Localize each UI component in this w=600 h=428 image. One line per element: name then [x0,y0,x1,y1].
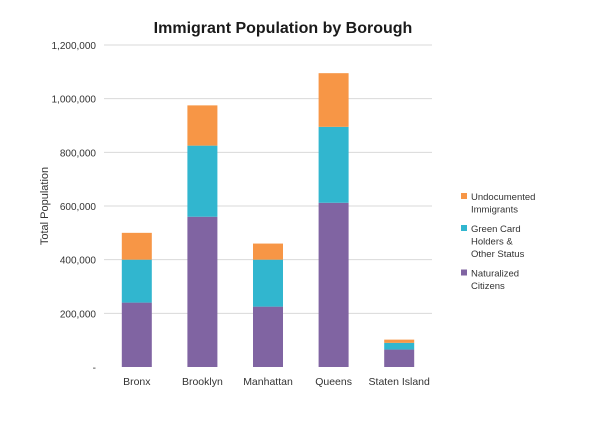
bar-segment [253,306,283,367]
chart-title: Immigrant Population by Borough [154,20,413,37]
bar-segment [121,259,152,303]
x-tick-label: Staten Island [369,376,430,388]
legend-label: Green Card [471,224,521,235]
legend-swatch [461,269,467,276]
bar-segment [187,145,218,217]
x-tick-label: Brooklyn [182,376,223,388]
bars [121,73,415,367]
y-tick-label: 600,000 [60,202,97,213]
y-tick-label: 200,000 [60,309,97,320]
bar-segment [253,259,283,307]
bar-segment [318,73,349,127]
legend: Undocumented Immigrants Green Card Holders … [461,192,535,292]
y-axis-ticks: - 200,000 400,000 600,000 800,000 1,000,000 1,… [52,41,97,374]
x-tick-label: Manhattan [243,376,293,388]
bar-segment [253,243,283,260]
bar-segment [187,105,218,146]
gridlines [104,44,432,314]
bar-segment [121,232,152,260]
y-tick-label: - [93,363,96,374]
legend-label: Immigrants [471,205,518,216]
x-tick-label: Bronx [123,376,151,388]
bar-segment [187,216,218,367]
legend-label: Other Status [471,249,525,260]
bar-segment [318,202,349,367]
legend-label: Naturalized [471,269,519,280]
y-tick-label: 1,000,000 [52,95,97,106]
y-tick-label: 1,200,000 [52,41,97,52]
bar-segment [318,126,349,203]
legend-label: Holders & [471,237,513,248]
bar-segment [384,342,415,350]
legend-label: Undocumented [471,192,535,203]
legend-swatch [461,193,467,199]
bar-segment [121,302,152,367]
legend-swatch [461,225,467,231]
y-tick-label: 400,000 [60,256,97,267]
x-axis-ticks: Bronx Brooklyn Manhattan Queens Staten Islan… [123,376,430,388]
bar-segment [384,339,415,343]
bar-segment [384,349,415,367]
y-axis-label: Total Population [39,167,51,245]
y-tick-label: 800,000 [60,148,97,159]
legend-label: Citizens [471,281,505,292]
x-tick-label: Queens [315,376,352,388]
